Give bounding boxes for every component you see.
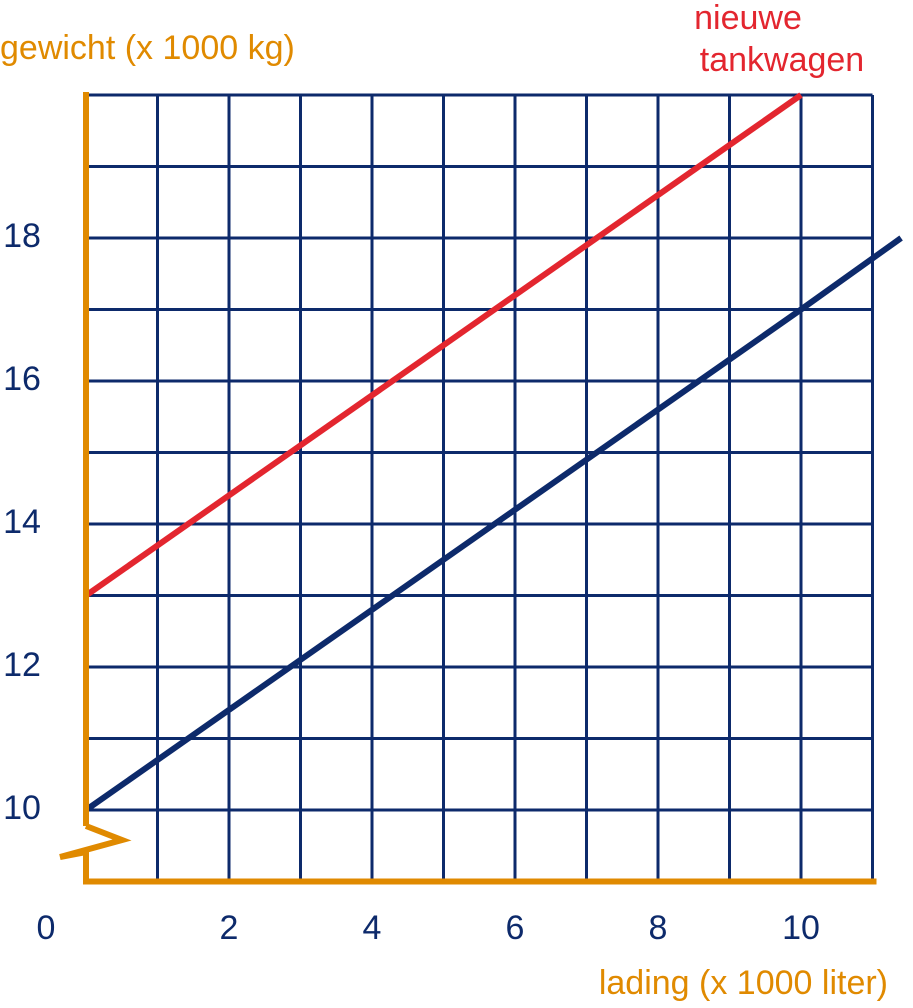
annotation: tankwagen	[700, 41, 864, 79]
y-axis-label: gewicht (x 1000 kg)	[0, 29, 295, 67]
y-tick-label: 10	[3, 789, 41, 827]
x-tick-label: 0	[37, 909, 56, 947]
y-tick-label: 12	[3, 646, 41, 684]
y-tick-label: 16	[3, 360, 41, 398]
lines	[84, 92, 903, 813]
data-line	[84, 92, 803, 598]
x-tick-label: 10	[782, 909, 820, 947]
annotation: nieuwe	[694, 0, 802, 37]
axis-break	[59, 823, 132, 885]
y-tick-label: 18	[3, 217, 41, 255]
data-line	[84, 235, 903, 813]
y-tick-label: 14	[3, 503, 41, 541]
grid	[86, 93, 874, 882]
x-tick-label: 8	[649, 909, 668, 947]
x-tick-label: 4	[363, 909, 382, 947]
x-tick-label: 2	[220, 909, 239, 947]
axes	[59, 92, 877, 885]
x-tick-label: 6	[506, 909, 525, 947]
x-axis-label: lading (x 1000 liter)	[599, 964, 888, 1002]
